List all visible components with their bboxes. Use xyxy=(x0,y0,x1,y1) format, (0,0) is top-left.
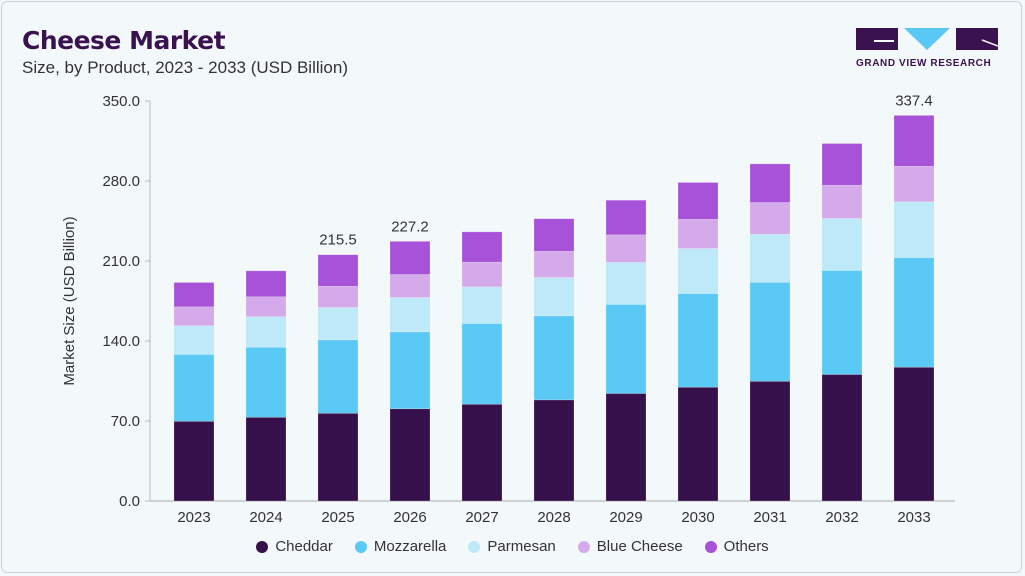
y-tick-label: 280.0 xyxy=(102,173,140,190)
bar-segment-parmesan xyxy=(461,286,503,324)
x-tick-label: 2028 xyxy=(537,509,570,526)
x-tick-label: 2025 xyxy=(321,509,354,526)
bar-segment-cheddar xyxy=(245,416,287,502)
bar-segment-mozzarella xyxy=(317,339,359,414)
x-tick-label: 2024 xyxy=(249,509,282,526)
legend-item-parmesan: Parmesan xyxy=(468,538,556,555)
bar-segment-others xyxy=(749,163,791,203)
x-tick-label: 2033 xyxy=(897,509,930,526)
legend-dot-icon xyxy=(704,540,717,553)
grand-view-research-logo xyxy=(856,28,998,50)
bar-segment-cheddar xyxy=(389,408,431,502)
bar-segment-others xyxy=(173,282,215,308)
x-tick-label: 2030 xyxy=(681,509,714,526)
bar-segment-parmesan xyxy=(173,325,215,355)
bar-segment-parmesan xyxy=(317,307,359,341)
bar-segment-others xyxy=(389,241,431,275)
bar-segment-parmesan xyxy=(749,233,791,283)
legend-label: Mozzarella xyxy=(373,538,447,555)
x-tick-label: 2027 xyxy=(465,509,498,526)
bar-segment-parmesan xyxy=(821,218,863,271)
bar-segment-others xyxy=(677,182,719,220)
bar-segment-mozzarella xyxy=(893,257,935,368)
y-tick-label: 70.0 xyxy=(111,413,140,430)
bar-segment-others xyxy=(893,115,935,167)
bar-segment-parmesan xyxy=(245,316,287,348)
bar-segment-mozzarella xyxy=(749,281,791,382)
bar-segment-cheddar xyxy=(317,412,359,502)
bar-segment-others xyxy=(821,143,863,186)
bar-segment-blue-cheese xyxy=(677,218,719,249)
legend-item-others: Others xyxy=(704,538,769,555)
bar-segment-blue-cheese xyxy=(605,234,647,263)
y-tick-label: 210.0 xyxy=(102,253,140,270)
chart-title: Cheese Market xyxy=(22,26,226,55)
logo-text: GRAND VIEW RESEARCH xyxy=(856,58,992,69)
legend-label: Parmesan xyxy=(487,538,556,555)
bar-segment-cheddar xyxy=(821,374,863,502)
bar-segment-others xyxy=(605,199,647,236)
bar-segment-mozzarella xyxy=(461,323,503,405)
legend-dot-icon xyxy=(256,540,269,553)
legend-item-mozzarella: Mozzarella xyxy=(354,538,447,555)
legend-label: Others xyxy=(723,538,769,555)
bar-segment-blue-cheese xyxy=(461,261,503,288)
y-tick-label: 0.0 xyxy=(119,493,140,510)
bar-segment-mozzarella xyxy=(821,270,863,375)
bar-segment-cheddar xyxy=(605,393,647,502)
legend-label: Blue Cheese xyxy=(596,538,683,555)
x-tick-label: 2031 xyxy=(753,509,786,526)
bar-segment-blue-cheese xyxy=(245,296,287,318)
bar-segment-parmesan xyxy=(533,277,575,317)
bar-segment-mozzarella xyxy=(605,304,647,394)
y-tick-label: 350.0 xyxy=(102,93,140,110)
data-label: 227.2 xyxy=(391,218,429,235)
bar-segment-others xyxy=(245,270,287,298)
legend-label: Cheddar xyxy=(275,538,333,555)
x-tick-label: 2023 xyxy=(177,509,210,526)
bar-segment-parmesan xyxy=(605,262,647,305)
x-tick-label: 2026 xyxy=(393,509,426,526)
bar-segment-others xyxy=(533,218,575,252)
x-tick-label: 2029 xyxy=(609,509,642,526)
bar-segment-cheddar xyxy=(461,403,503,502)
data-label: 215.5 xyxy=(319,232,357,249)
bar-segment-cheddar xyxy=(677,386,719,502)
bar-segment-blue-cheese xyxy=(749,202,791,235)
bar-segment-blue-cheese xyxy=(389,274,431,298)
bar-segment-blue-cheese xyxy=(173,306,215,327)
bar-segment-mozzarella xyxy=(173,354,215,422)
chart-subtitle: Size, by Product, 2023 - 2033 (USD Billi… xyxy=(22,58,348,77)
data-label: 337.4 xyxy=(895,92,933,109)
legend-dot-icon xyxy=(577,540,590,553)
legend-dot-icon xyxy=(468,540,481,553)
legend-item-cheddar: Cheddar xyxy=(256,538,333,555)
legend-dot-icon xyxy=(354,540,367,553)
bar-segment-parmesan xyxy=(389,297,431,333)
y-axis-title: Market Size (USD Billion) xyxy=(61,216,78,385)
bar-segment-parmesan xyxy=(893,201,935,258)
legend-item-blue-cheese: Blue Cheese xyxy=(577,538,683,555)
bar-segment-mozzarella xyxy=(245,346,287,418)
bar-segment-mozzarella xyxy=(677,293,719,388)
bar-segment-blue-cheese xyxy=(821,184,863,219)
bar-segment-others xyxy=(461,231,503,263)
y-tick-label: 140.0 xyxy=(102,333,140,350)
bar-segment-cheddar xyxy=(749,380,791,502)
bar-segment-blue-cheese xyxy=(317,285,359,308)
bar-segment-parmesan xyxy=(677,248,719,294)
bar-segment-cheddar xyxy=(173,420,215,502)
legend: Cheddar Mozzarella Parmesan Blue Cheese Othe… xyxy=(0,538,1025,555)
bar-segment-mozzarella xyxy=(533,315,575,401)
bar-segment-blue-cheese xyxy=(893,165,935,203)
bar-segment-blue-cheese xyxy=(533,250,575,278)
bar-segment-others xyxy=(317,254,359,287)
x-tick-label: 2032 xyxy=(825,509,858,526)
bar-segment-cheddar xyxy=(533,399,575,502)
bar-segment-mozzarella xyxy=(389,331,431,410)
bar-segment-cheddar xyxy=(893,366,935,502)
